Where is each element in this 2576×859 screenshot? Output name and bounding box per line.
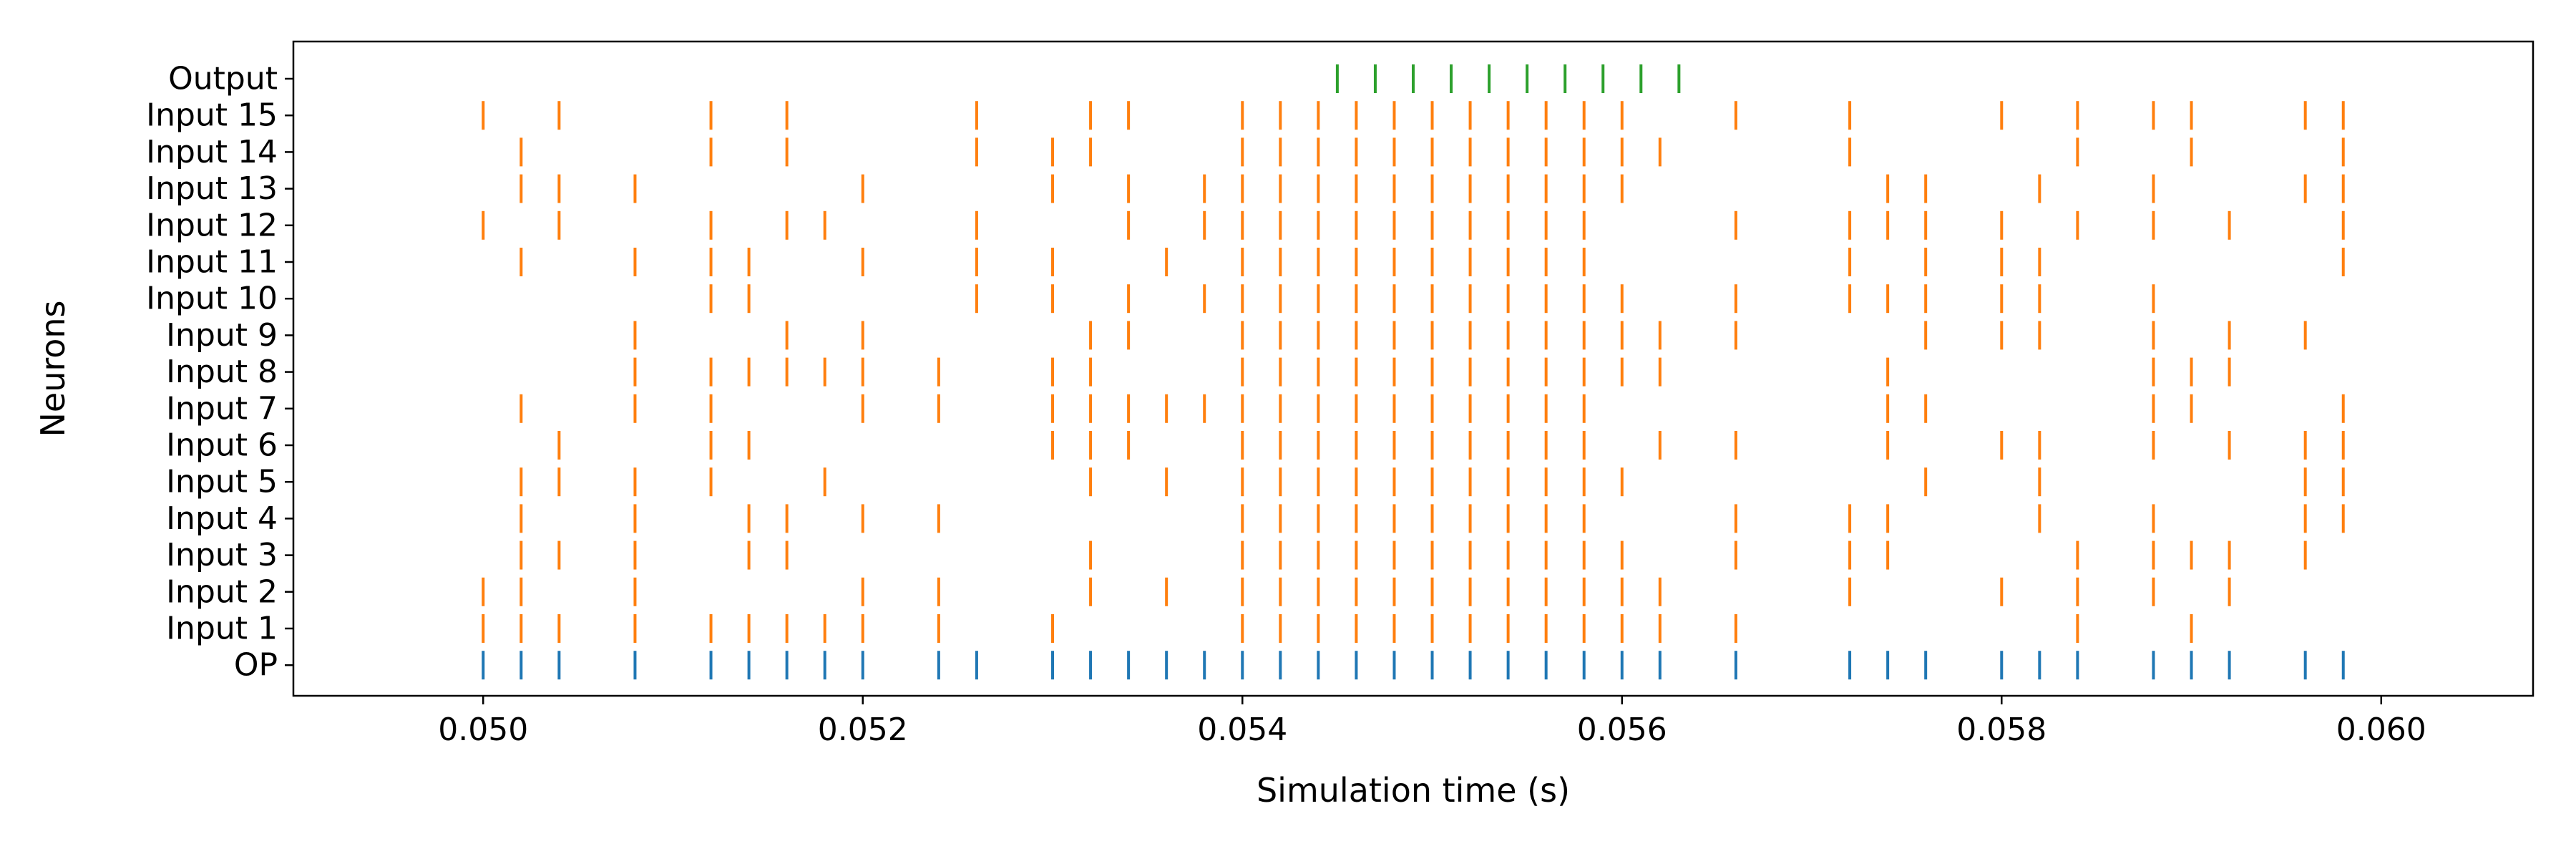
x-axis-label: Simulation time (s) (1257, 771, 1570, 810)
y-tick-label-input-12: Input 12 (146, 207, 278, 243)
x-tick-label-4: 0.058 (1956, 712, 2046, 748)
x-tick-label-0: 0.050 (438, 712, 528, 748)
spike-row-input-1 (482, 614, 2193, 643)
y-tick-label-input-8: Input 8 (166, 354, 278, 390)
y-tick-label-op: OP (234, 647, 278, 684)
y-tick-label-input-2: Input 2 (166, 573, 278, 610)
y-tick-label-input-10: Input 10 (146, 281, 278, 317)
x-tick-label-3: 0.056 (1577, 712, 1667, 748)
y-tick-label-input-1: Input 1 (166, 611, 278, 647)
y-tick-label-input-13: Input 13 (146, 170, 278, 207)
plot-frame (292, 40, 2534, 697)
spike-row-input-2 (482, 577, 2231, 606)
spike-row-input-14 (519, 137, 2345, 167)
spike-row-input-15 (482, 101, 2345, 130)
spike-row-input-3 (519, 540, 2307, 570)
y-tick-label-input-7: Input 7 (166, 390, 278, 427)
spike-row-input-7 (519, 394, 2345, 423)
y-tick-label-input-15: Input 15 (146, 97, 278, 134)
y-tick-label-input-5: Input 5 (166, 464, 278, 500)
y-tick-label-input-11: Input 11 (146, 244, 278, 281)
y-tick-label-input-14: Input 14 (146, 134, 278, 170)
spike-row-output (1335, 64, 1681, 93)
spike-row-input-13 (519, 174, 2345, 203)
spike-row-input-6 (557, 431, 2345, 460)
x-tick-label-1: 0.052 (818, 712, 908, 748)
spike-row-input-12 (482, 210, 2345, 240)
spike-row-input-9 (633, 321, 2307, 350)
y-tick-label-input-9: Input 9 (166, 317, 278, 354)
spike-row-input-11 (519, 248, 2345, 276)
y-tick-label-input-3: Input 3 (166, 537, 278, 573)
y-tick-label-input-6: Input 6 (166, 427, 278, 464)
y-axis-label: Neurons (34, 300, 72, 437)
x-tick-label-5: 0.060 (2336, 712, 2426, 748)
y-tick-label-input-4: Input 4 (166, 500, 278, 537)
spike-row-input-10 (709, 284, 2155, 314)
x-tick-label-2: 0.054 (1197, 712, 1287, 748)
spike-row-input-8 (633, 357, 2231, 387)
spike-row-input-4 (519, 504, 2345, 533)
spike-row-input-5 (519, 467, 2345, 497)
y-tick-label-output: Output (168, 61, 278, 97)
spike-row-op (482, 651, 2345, 680)
spike-marks (482, 64, 2345, 680)
